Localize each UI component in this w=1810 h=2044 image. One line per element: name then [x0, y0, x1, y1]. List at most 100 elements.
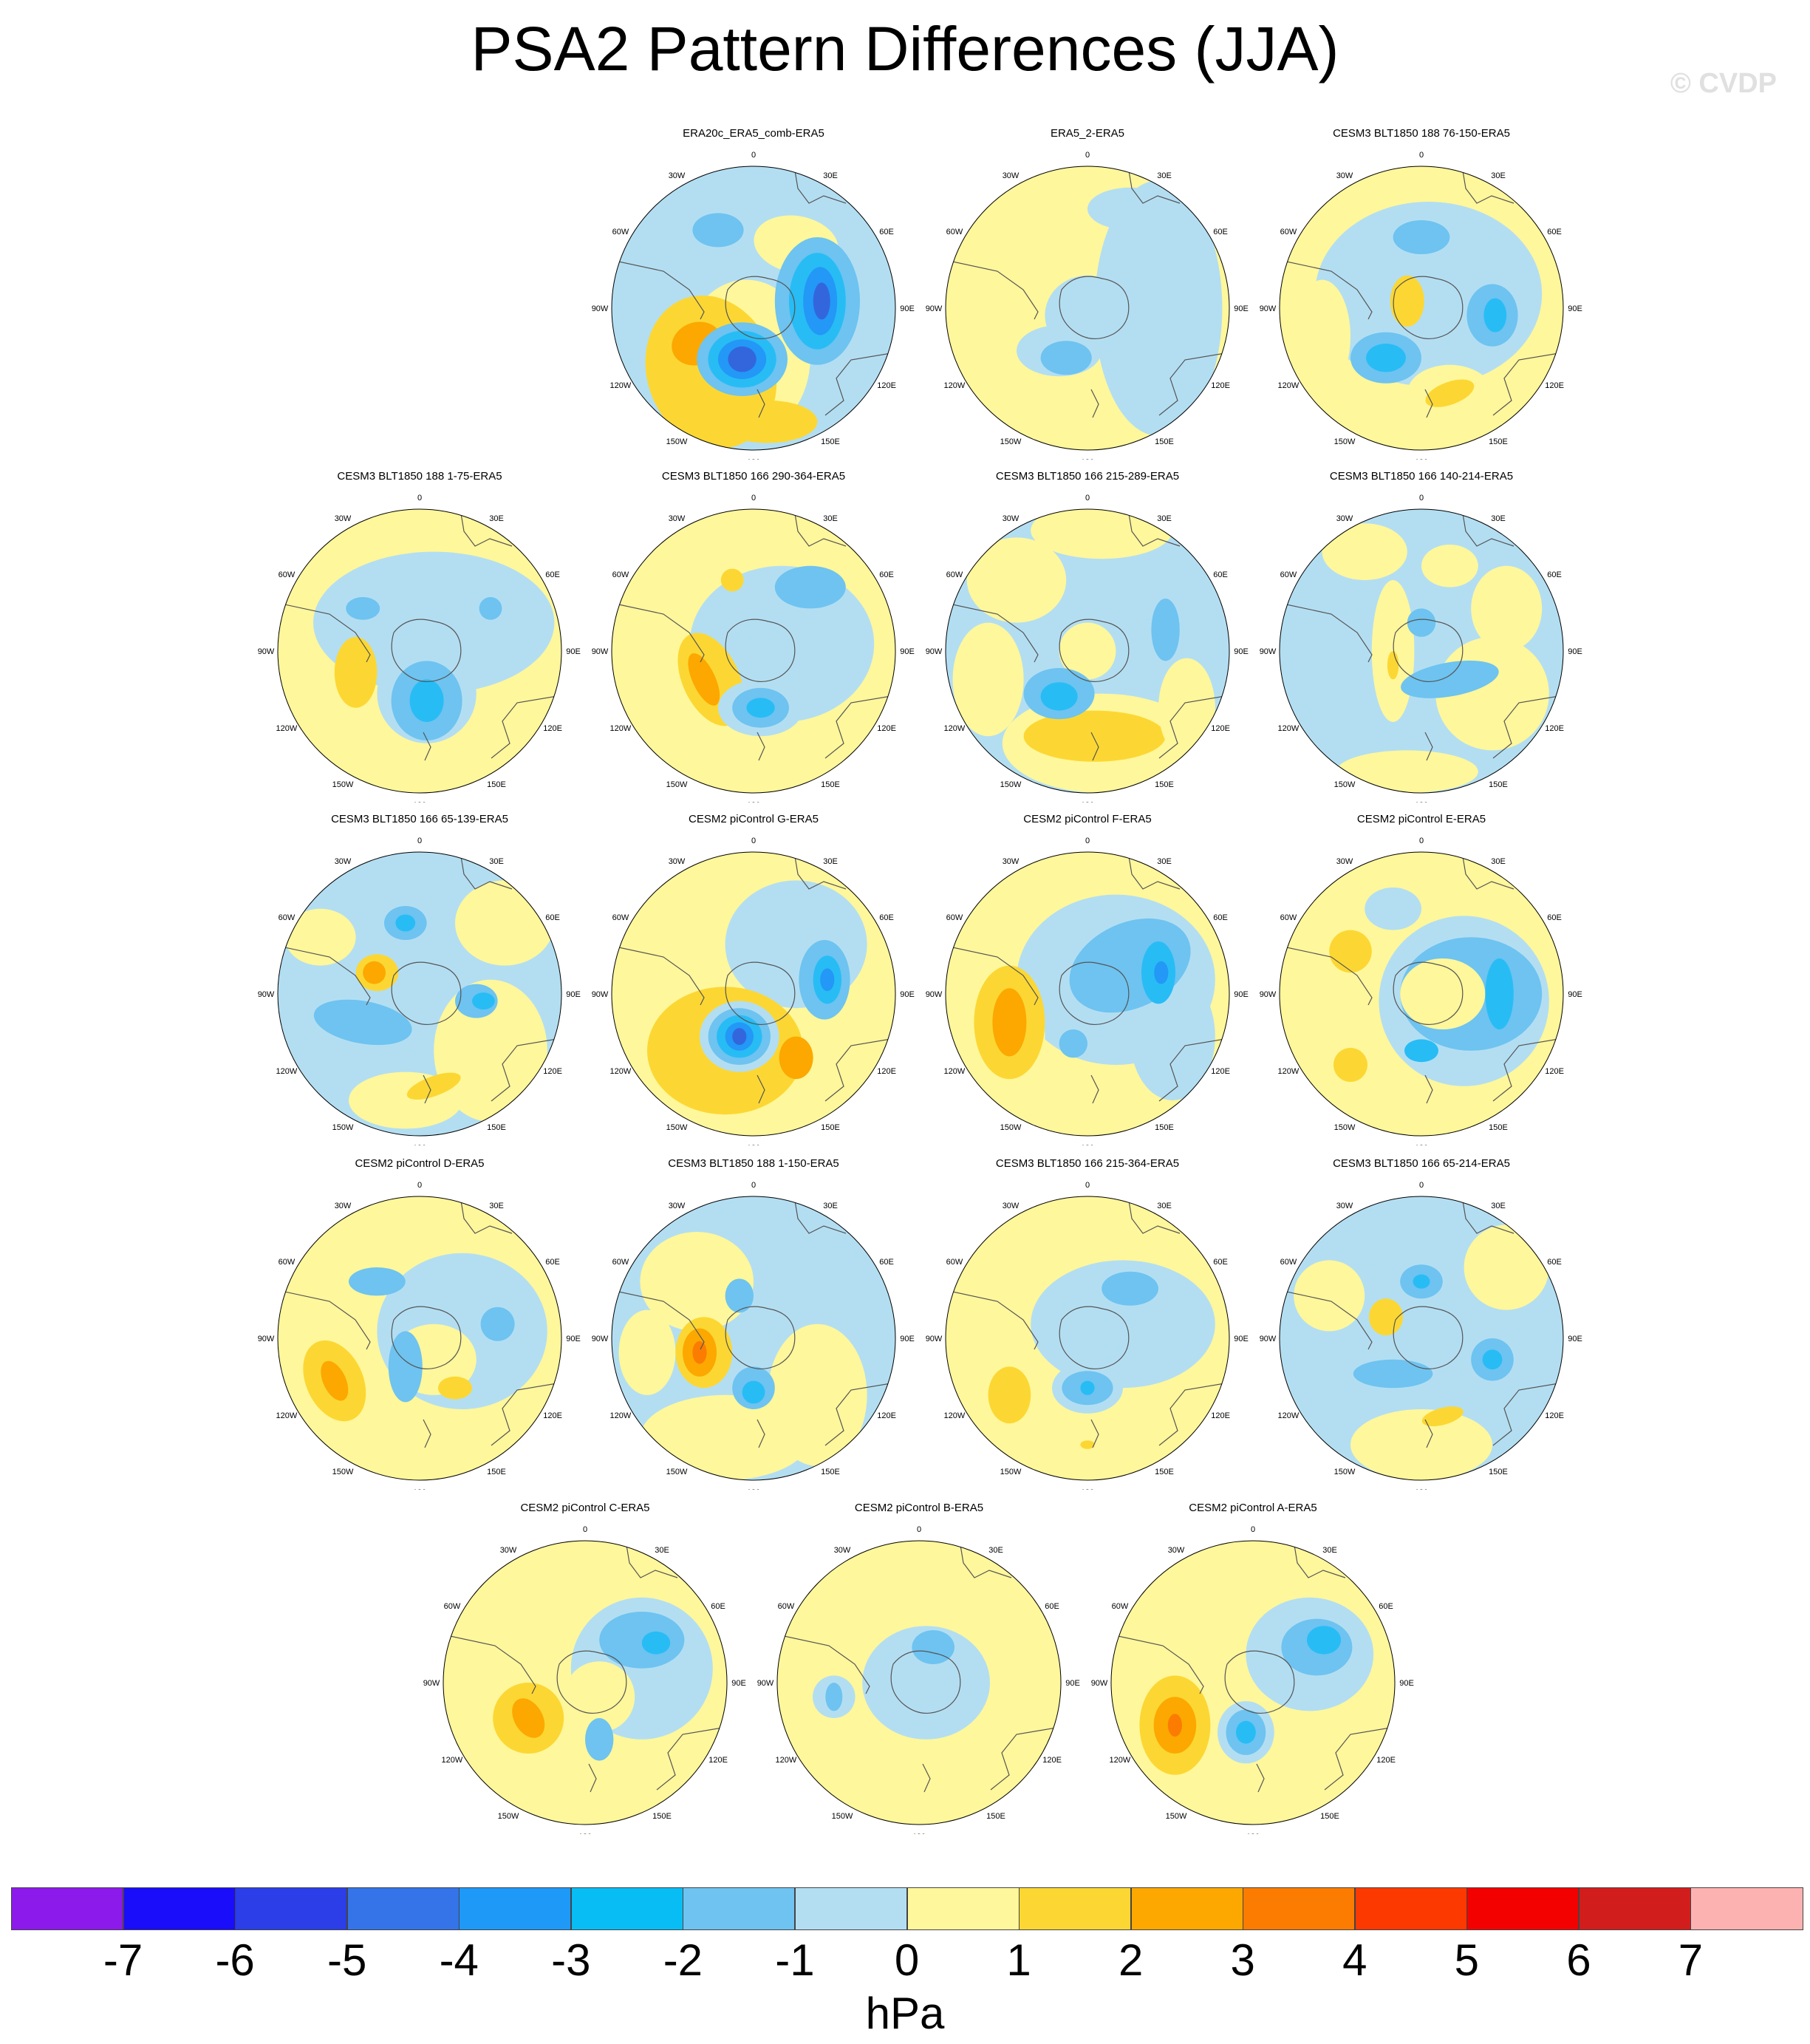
australia-coastline	[1424, 1382, 1563, 1448]
africa-coastline	[625, 1541, 678, 1578]
longitude-label: 30E	[988, 1546, 1003, 1555]
anomaly-contour	[313, 999, 412, 1046]
anomaly-contour	[1094, 180, 1223, 436]
south-america-coastline	[612, 259, 705, 320]
longitude-label: 120W	[944, 381, 966, 390]
longitude-label: 180	[413, 1488, 426, 1490]
anomaly-contour	[1294, 1260, 1365, 1332]
colorbar-bin	[1690, 1887, 1803, 1930]
colorbar-bin	[459, 1887, 572, 1930]
anomaly-contour	[1464, 1224, 1549, 1310]
anomaly-contour	[862, 1626, 990, 1740]
anomaly-contour	[1353, 1359, 1433, 1389]
longitude-label: 120W	[1278, 1067, 1300, 1076]
polar-map: 0 30E 60E 90E 120E 150E 180 150W 120W 90W 60W 30W	[592, 494, 915, 803]
longitude-label: 30E	[489, 514, 504, 523]
longitude-label: 90W	[1260, 990, 1277, 999]
longitude-label: 90E	[1399, 1679, 1414, 1688]
africa-coastline	[1127, 1196, 1181, 1234]
south-america-coastline	[278, 1290, 371, 1350]
longitude-label: 180	[747, 801, 760, 803]
anomaly-contour	[1482, 1349, 1503, 1370]
longitude-label: 150W	[1166, 1812, 1187, 1821]
colorbar-tick-label: -4	[439, 1935, 479, 1985]
longitude-label: 150E	[487, 1468, 506, 1476]
longitude-label: 60W	[612, 228, 629, 236]
polar-map: 0 30E 60E 90E 120E 150E 180 150W 120W 90W 60W 30W	[926, 1181, 1249, 1490]
longitude-label: 150E	[1320, 1812, 1339, 1821]
anomaly-contour	[1031, 1260, 1215, 1389]
longitude-label: 150W	[666, 1468, 688, 1476]
panel-title: CESM2 piControl F-ERA5	[1023, 813, 1152, 825]
longitude-label: 30W	[669, 1202, 686, 1210]
south-america-coastline	[777, 1634, 870, 1694]
anomaly-contour	[1485, 958, 1514, 1029]
anomaly-contour	[1483, 298, 1507, 333]
longitude-label: 60E	[879, 1258, 894, 1267]
anomaly-contour	[966, 537, 1067, 623]
map-boundary	[277, 851, 562, 1137]
map-panel: CESM3 BLT1850 166 215-364-ERA5 0 30E 60E 90E…	[925, 1157, 1250, 1490]
longitude-label: 180	[413, 1144, 426, 1145]
longitude-label: 90E	[1234, 990, 1249, 999]
south-america-coastline	[612, 602, 705, 663]
antarctica-coastline	[391, 1306, 462, 1369]
longitude-label: 180	[1081, 458, 1094, 460]
anomaly-contour	[1294, 279, 1350, 394]
longitude-label: 60W	[1280, 1258, 1297, 1267]
map-boundary	[611, 166, 896, 451]
colorbar-tick-label: -2	[663, 1935, 703, 1985]
longitude-label: 180	[1081, 801, 1094, 803]
australia-coastline	[757, 352, 895, 418]
colorbar-tick-label: -1	[775, 1935, 815, 1985]
longitude-label: 120W	[1278, 724, 1300, 733]
longitude-label: 90E	[566, 990, 581, 999]
longitude-label: 60W	[946, 228, 963, 236]
panel-title: CESM2 piControl C-ERA5	[520, 1502, 650, 1514]
colorbar-bin	[794, 1887, 907, 1930]
polar-map: 0 30E 60E 90E 120E 150E 180 150W 120W 90W 60W 30W	[1260, 151, 1582, 460]
polar-map: 0 30E 60E 90E 120E 150E 180 150W 120W 90W 60W 30W	[757, 1525, 1080, 1834]
anomaly-contour	[640, 1232, 754, 1332]
longitude-label: 30W	[1336, 1202, 1353, 1210]
anomaly-contour	[472, 992, 495, 1010]
longitude-label: 120W	[944, 1067, 966, 1076]
longitude-label: 60E	[545, 1258, 560, 1267]
australia-coastline	[423, 1382, 561, 1448]
longitude-label: 30E	[489, 1202, 504, 1210]
map-panel: CESM2 piControl C-ERA5 0 30E 60E 90E 120E 150E…	[423, 1502, 748, 1834]
longitude-label: 150W	[332, 1468, 354, 1476]
colorbar-tick-label: 4	[1342, 1935, 1367, 1985]
longitude-label: 150E	[821, 1468, 840, 1476]
anomaly-contour	[1158, 658, 1215, 757]
colorbar	[11, 1887, 1803, 1930]
antarctica-coastline	[391, 619, 462, 682]
australia-coastline	[1424, 1038, 1563, 1104]
map-panel: CESM2 piControl A-ERA5 0 30E 60E 90E 120E 150E…	[1090, 1502, 1415, 1834]
south-america-coastline	[946, 259, 1039, 320]
panel-title: CESM2 piControl E-ERA5	[1356, 813, 1486, 825]
panel-title: CESM3 BLT1850 188 1-150-ERA5	[668, 1157, 839, 1170]
longitude-label: 180	[1246, 1833, 1260, 1834]
polar-map: 0 30E 60E 90E 120E 150E 180 150W 120W 90W 60W 30W	[1091, 1525, 1414, 1834]
australia-coastline	[1090, 1382, 1229, 1448]
panel-title: CESM3 BLT1850 166 65-139-ERA5	[331, 813, 508, 825]
longitude-label: 60W	[1280, 570, 1297, 579]
australia-coastline	[757, 695, 895, 761]
longitude-label: 30E	[823, 857, 838, 866]
longitude-label: 90W	[926, 647, 943, 656]
longitude-label: 120W	[776, 1756, 797, 1765]
longitude-label: 150W	[666, 1123, 688, 1132]
anomaly-contour	[1329, 930, 1372, 973]
south-america-coastline	[1280, 602, 1373, 663]
anomaly-contour	[409, 679, 444, 722]
longitude-label: 150W	[1334, 437, 1356, 446]
colorbar-bin	[235, 1887, 348, 1930]
longitude-label: 30E	[823, 514, 838, 523]
colorbar-tick-label: -5	[327, 1935, 367, 1985]
longitude-label: 120W	[1278, 381, 1300, 390]
colorbar-bin	[1354, 1887, 1467, 1930]
antarctica-coastline	[1059, 276, 1130, 339]
anomaly-contour	[1154, 961, 1169, 984]
map-boundary	[443, 1540, 728, 1825]
